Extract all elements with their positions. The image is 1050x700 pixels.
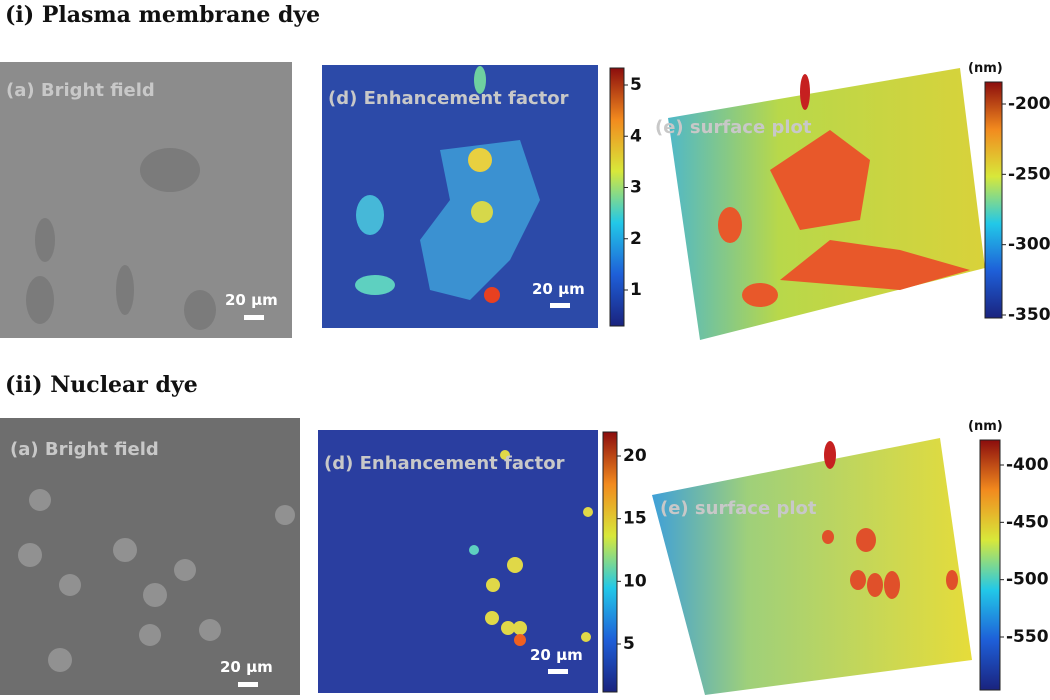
scale-bar <box>238 682 258 687</box>
section-title: (ii) Nuclear dye <box>5 372 198 398</box>
colorbar-tick-label: -500 <box>1006 570 1049 590</box>
scale-bar-label: 20 µm <box>225 291 278 309</box>
surface-peaks <box>822 441 958 599</box>
colorbar-unit: (nm) <box>968 61 1003 76</box>
panel-label: (e) surface plot <box>655 117 812 138</box>
enhancement-image <box>318 430 598 693</box>
colorbar-tick-label: 5 <box>630 75 642 95</box>
scale-bar-label: 20 µm <box>532 280 585 298</box>
scale-bar <box>550 303 570 308</box>
panel-label: (d) Enhancement factor <box>328 88 569 109</box>
surface-peaks <box>718 74 970 307</box>
colorbar-tick-label: 3 <box>630 178 642 198</box>
scale-bar <box>244 315 264 320</box>
colorbar-tick-label: -400 <box>1006 455 1049 475</box>
colorbar-tick-label: -250 <box>1008 164 1050 184</box>
panel-label: (a) Bright field <box>10 439 159 460</box>
surface-plot <box>652 438 972 695</box>
scale-bar-label: 20 µm <box>530 646 583 664</box>
colorbar-tick-label: -300 <box>1008 235 1050 255</box>
colorbar <box>609 67 625 327</box>
scale-bar-label: 20 µm <box>220 658 273 676</box>
panel-label: (a) Bright field <box>6 80 155 101</box>
cells <box>26 148 216 330</box>
colorbar <box>984 81 1003 319</box>
colorbar-tick-label: -450 <box>1006 512 1049 532</box>
bright-field-image <box>0 418 300 695</box>
colorbar-tick-label: 2 <box>630 229 642 249</box>
colorbar-tick-label: -550 <box>1006 627 1049 647</box>
scale-bar <box>548 669 568 674</box>
panel-label: (e) surface plot <box>660 498 817 519</box>
panel-label: (d) Enhancement factor <box>324 453 565 474</box>
colorbar-tick-label: 4 <box>630 126 642 146</box>
colorbar <box>602 431 618 693</box>
nuclei-signals <box>469 450 593 646</box>
colorbar-tick-label: 10 <box>623 571 647 591</box>
colorbar <box>979 439 1001 691</box>
colorbar-tick-label: -200 <box>1008 94 1050 114</box>
cells <box>18 489 295 672</box>
colorbar-tick-label: 15 <box>623 509 647 529</box>
section-title: (i) Plasma membrane dye <box>5 2 320 28</box>
cell-signals <box>355 66 540 303</box>
colorbar-tick-label: 1 <box>630 280 642 300</box>
colorbar-unit: (nm) <box>968 419 1003 434</box>
colorbar-tick-label: 20 <box>623 446 647 466</box>
colorbar-tick-label: -350 <box>1008 305 1050 325</box>
colorbar-tick-label: 5 <box>623 634 635 654</box>
